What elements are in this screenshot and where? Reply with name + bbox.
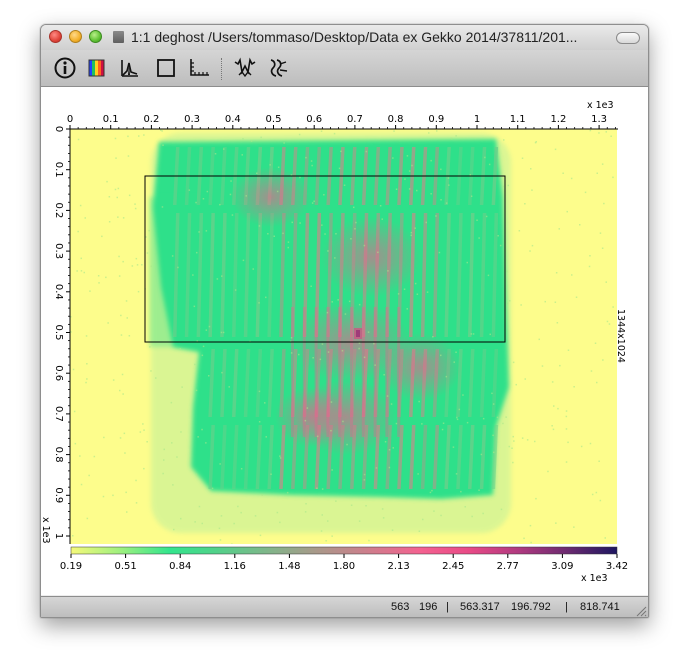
pixel-x: 563 (391, 601, 410, 613)
image-canvas[interactable]: 0 0.1 0.2 0.3 0.4 0.5 0.6 0.7 0.8 0.9 1 1.1 1.2 1.3 0… (41, 87, 648, 595)
x-tick-label: 0.8 (388, 114, 404, 125)
colorbar-ticks: 0.19 0.51 0.84 1.16 1.48 1.80 2.13 2.45 2.77 3.09… (60, 554, 628, 572)
y-tick-label: 0.5 (53, 325, 64, 341)
x-tick-label: 0 (67, 114, 73, 125)
rectangle-button[interactable] (152, 55, 180, 81)
x-axis-multiplier: x 1e3 (587, 100, 614, 111)
ruler-icon (190, 59, 209, 76)
y-tick-label: 1 (53, 533, 64, 539)
colormap-icon (88, 59, 105, 77)
y-tick-label: 0.6 (53, 365, 64, 381)
y-tick-label: 0.4 (53, 284, 64, 300)
fourier-button[interactable] (231, 55, 259, 81)
rectangle-icon (157, 59, 175, 77)
colorbar-multiplier: x 1e3 (581, 573, 608, 584)
lineout-icon (121, 60, 138, 77)
info-button[interactable] (51, 55, 79, 81)
colorbar-tick-label: 3.42 (606, 561, 628, 572)
toolbar (41, 50, 648, 87)
minimize-button[interactable] (69, 30, 82, 43)
document-proxy-icon[interactable] (113, 31, 124, 43)
colorbar-tick-label: 1.80 (333, 561, 355, 572)
colorbar-tick-label: 2.45 (442, 561, 464, 572)
x-tick-label: 0.3 (184, 114, 200, 125)
status-separator: | (565, 601, 568, 613)
zoom-button[interactable] (89, 30, 102, 43)
window-title: 1:1 deghost /Users/tommaso/Desktop/Data … (131, 29, 578, 45)
plot-area[interactable]: 0 0.1 0.2 0.3 0.4 0.5 0.6 0.7 0.8 0.9 1 1.1 1.2 1.3 0… (41, 87, 648, 595)
colorbar-tick-label: 0.51 (114, 561, 136, 572)
y-tick-label: 0.8 (53, 447, 64, 463)
y-tick-label: 0.7 (53, 406, 64, 422)
y-tick-label: 0 (53, 126, 64, 132)
colormap-button[interactable] (83, 55, 111, 81)
x-tick-label: 0.1 (103, 114, 119, 125)
y-tick-label: 0.9 (53, 487, 64, 503)
x-tick-label: 0.6 (306, 114, 322, 125)
image-window: 1:1 deghost /Users/tommaso/Desktop/Data … (40, 24, 649, 618)
x-axis: 0 0.1 0.2 0.3 0.4 0.5 0.6 0.7 0.8 0.9 1 1.1 1.2 1.3 (67, 114, 618, 130)
coord-y: 196.792 (511, 601, 551, 613)
fourier-icon (234, 57, 256, 78)
roi-rectangle[interactable] (144, 175, 506, 343)
colorbar-tick-label: 1.48 (278, 561, 300, 572)
y-tick-label: 0.3 (53, 243, 64, 259)
toolbar-toggle-button[interactable] (616, 32, 640, 44)
colorbar-tick-label: 2.77 (497, 561, 519, 572)
y-tick-label: 0.1 (53, 162, 64, 178)
pixel-y: 196 (419, 601, 438, 613)
x-tick-label: 0.2 (143, 114, 159, 125)
colorbar[interactable] (70, 546, 618, 555)
colorbar-tick-label: 0.19 (60, 561, 82, 572)
y-axis-multiplier: x 1e3 (41, 517, 51, 544)
x-tick-label: 0.4 (225, 114, 241, 125)
title-bar[interactable]: 1:1 deghost /Users/tommaso/Desktop/Data … (41, 25, 648, 50)
lineout-button[interactable] (116, 55, 144, 81)
x-tick-label: 1 (474, 114, 480, 125)
status-separator: | (446, 601, 449, 613)
close-button[interactable] (49, 30, 62, 43)
x-tick-label: 0.9 (428, 114, 444, 125)
y-tick-label: 0.2 (53, 202, 64, 218)
y-axis: 0 0.1 0.2 0.3 0.4 0.5 0.6 0.7 0.8 0.9 1 (53, 126, 71, 544)
ruler-button[interactable] (185, 55, 213, 81)
deghost-button[interactable] (264, 55, 292, 81)
x-tick-label: 1.2 (550, 114, 566, 125)
colorbar-tick-label: 1.16 (224, 561, 246, 572)
colorbar-tick-label: 2.13 (387, 561, 409, 572)
info-icon (54, 57, 76, 79)
x-tick-label: 0.7 (347, 114, 363, 125)
x-tick-label: 0.5 (266, 114, 282, 125)
x-tick-label: 1.3 (591, 114, 607, 125)
image-size-label: 1344x1024 (615, 309, 626, 363)
coord-x: 563.317 (460, 601, 500, 613)
pixel-value: 818.741 (580, 601, 620, 613)
x-tick-label: 1.1 (510, 114, 526, 125)
ghost-icon (270, 59, 288, 77)
status-bar: 563 196 | 563.317 196.792 | 818.741 (41, 596, 648, 617)
resize-grip-icon[interactable] (635, 605, 647, 617)
toolbar-separator (221, 58, 222, 80)
colorbar-tick-label: 3.09 (551, 561, 573, 572)
colorbar-tick-label: 0.84 (169, 561, 191, 572)
